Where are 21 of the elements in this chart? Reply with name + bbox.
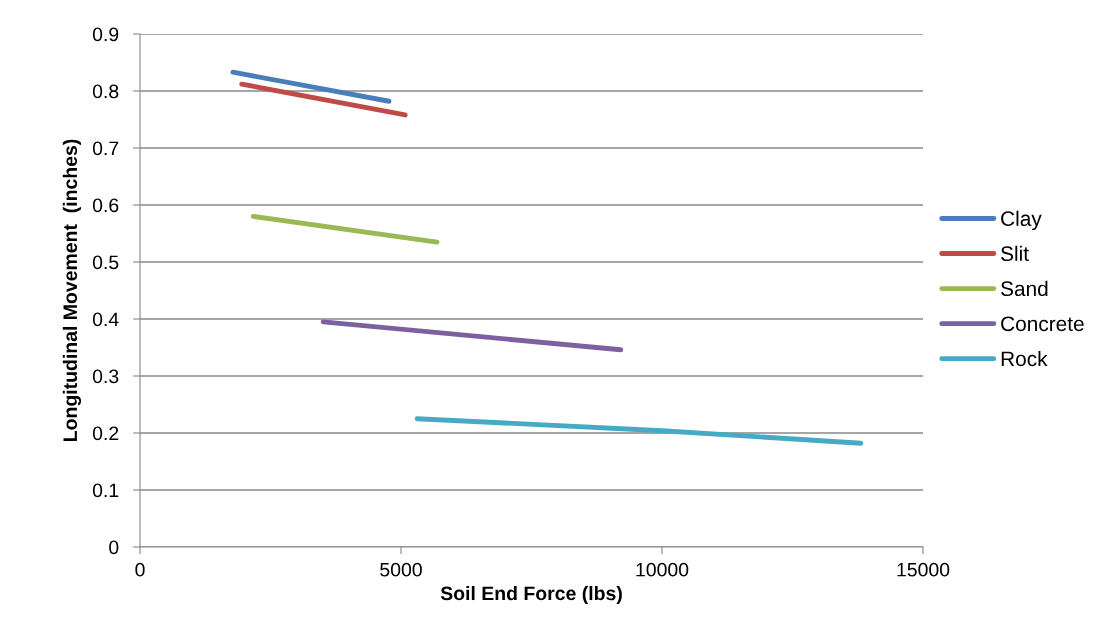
x-tick-label: 10000 bbox=[636, 562, 689, 577]
y-tick-label: 0.1 bbox=[92, 483, 119, 498]
legend-label: Clay bbox=[1001, 210, 1042, 231]
y-tick-label: 0.8 bbox=[92, 84, 119, 99]
y-tick-label: 0.6 bbox=[92, 198, 119, 213]
y-tick-label: 0 bbox=[109, 540, 119, 555]
legend-label: Concrete bbox=[1001, 316, 1084, 332]
x-tick-label: 0 bbox=[135, 562, 145, 577]
y-tick-label: 0.5 bbox=[92, 255, 119, 270]
y-tick-label: 0.2 bbox=[92, 426, 119, 441]
y-tick-label: 0.4 bbox=[92, 312, 119, 327]
y-tick-label: 0.7 bbox=[92, 141, 119, 156]
y-tick-label: 0.9 bbox=[92, 27, 119, 42]
legend-label: Sand bbox=[1001, 280, 1048, 297]
x-tick-label: 5000 bbox=[380, 562, 422, 577]
legend-label: Slit bbox=[1001, 245, 1029, 262]
y-axis-title: Longitudinal Movement (inches) bbox=[62, 139, 82, 441]
x-axis-title: Soil End Force (lbs) bbox=[440, 585, 622, 605]
legend-label: Rock bbox=[1001, 350, 1048, 367]
y-tick-label: 0.3 bbox=[92, 369, 119, 384]
x-tick-label: 15000 bbox=[897, 562, 950, 577]
